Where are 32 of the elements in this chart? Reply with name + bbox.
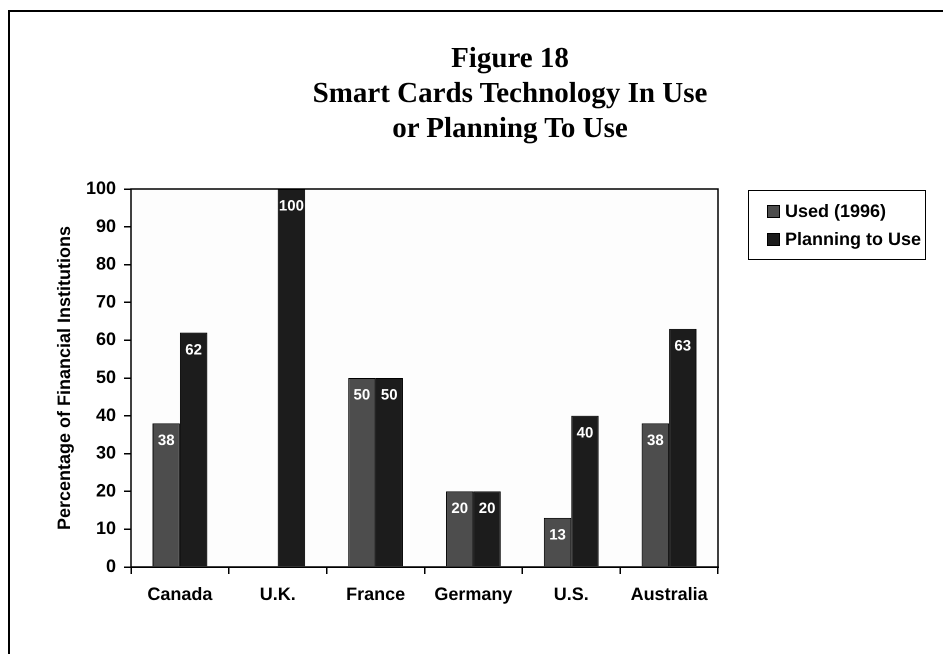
y-tick-label: 50: [96, 366, 116, 387]
data-label: 40: [576, 424, 594, 442]
y-tick-label: 30: [96, 442, 116, 463]
x-tick-label: U.S.: [554, 584, 589, 604]
data-label: 38: [647, 432, 664, 449]
y-tick-label: 0: [106, 556, 116, 576]
data-label: 13: [549, 526, 566, 544]
legend-label: Planning to Use: [785, 228, 922, 250]
data-label: 62: [185, 341, 202, 358]
y-tick-label: 100: [86, 178, 116, 198]
data-label: 50: [354, 386, 370, 404]
x-tick-label: Canada: [147, 584, 214, 604]
y-tick-label: 80: [96, 254, 116, 274]
data-label: 20: [478, 500, 496, 518]
x-tick-label: Australia: [630, 584, 709, 604]
data-label: 63: [674, 338, 692, 354]
data-label: 100: [278, 198, 304, 215]
data-label: 20: [451, 500, 468, 518]
x-tick-label: France: [346, 584, 406, 604]
data-label: 50: [380, 386, 398, 404]
chart-title: Figure 18 Smart Cards Technology In Use or Planning To Use: [312, 41, 708, 146]
legend-label: Used (1996): [785, 200, 886, 222]
y-axis-title: Percentage of Financial Institutions: [54, 226, 74, 530]
y-tick-label: 10: [96, 518, 116, 538]
data-label: 38: [158, 432, 175, 449]
y-tick-label: 70: [96, 291, 116, 312]
x-tick-label: U.K.: [260, 584, 296, 604]
y-tick-label: 60: [96, 329, 116, 350]
y-tick-label: 90: [96, 216, 116, 236]
y-tick-label: 20: [96, 480, 116, 500]
y-tick-label: 40: [96, 404, 116, 425]
x-tick-label: Germany: [434, 584, 512, 604]
